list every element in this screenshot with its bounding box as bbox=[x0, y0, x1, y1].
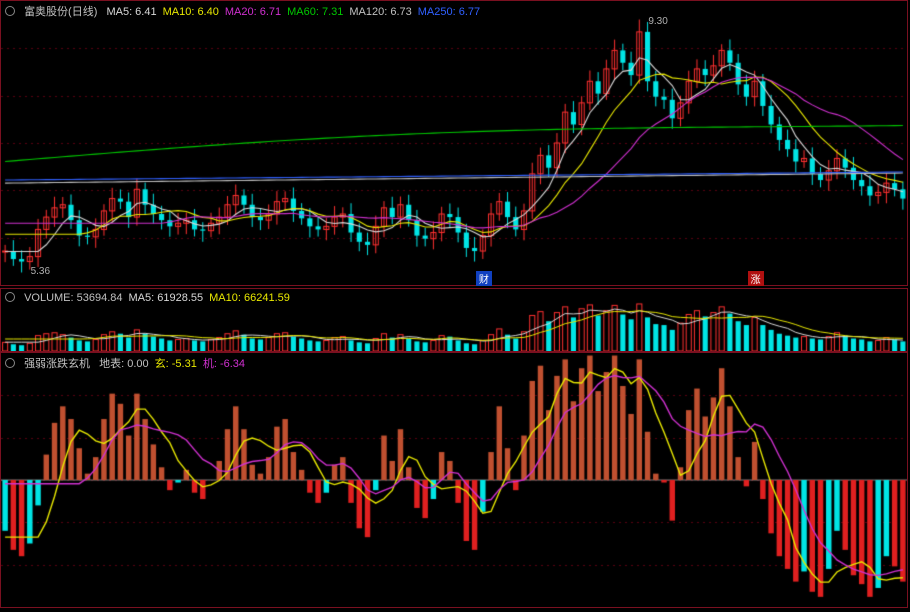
event-marker: 涨 bbox=[748, 271, 764, 286]
volume-header: VOLUME: 53694.84 MA5: 61928.55 MA10: 66241… bbox=[5, 291, 302, 304]
legend-item: MA120: 6.73 bbox=[349, 6, 411, 18]
high-price-label: 9.30 bbox=[645, 16, 670, 27]
indicator-panel[interactable]: 强弱涨跌玄机 地表: 0.00 玄: -5.31 机: -6.34 bbox=[0, 352, 908, 608]
price-chart-panel[interactable]: 富奥股份(日线) MA5: 6.41 MA10: 6.40 MA20: 6.71 MA… bbox=[0, 0, 908, 286]
legend-item: 玄: -5.31 bbox=[155, 358, 197, 370]
gear-icon[interactable] bbox=[5, 292, 15, 302]
legend-item: 机: -6.34 bbox=[203, 358, 245, 370]
stock-title: 富奥股份(日线) bbox=[24, 6, 97, 18]
legend-item: MA10: 66241.59 bbox=[209, 292, 290, 304]
volume-panel[interactable]: VOLUME: 53694.84 MA5: 61928.55 MA10: 66241… bbox=[0, 288, 908, 352]
legend-item: VOLUME: 53694.84 bbox=[24, 292, 122, 304]
legend-item: MA5: 6.41 bbox=[106, 6, 156, 18]
indicator-canvas bbox=[1, 353, 907, 607]
indicator-title: 强弱涨跌玄机 bbox=[24, 358, 90, 370]
legend-item: 地表: 0.00 bbox=[99, 358, 149, 370]
indicator-header: 强弱涨跌玄机 地表: 0.00 玄: -5.31 机: -6.34 bbox=[5, 355, 257, 371]
legend-item: MA5: 61928.55 bbox=[129, 292, 204, 304]
event-marker: 财 bbox=[476, 271, 492, 286]
price-header: 富奥股份(日线) MA5: 6.41 MA10: 6.40 MA20: 6.71 MA… bbox=[5, 3, 492, 19]
gear-icon[interactable] bbox=[5, 358, 15, 368]
price-chart-canvas bbox=[1, 1, 907, 285]
legend-item: MA20: 6.71 bbox=[225, 6, 281, 18]
legend-item: MA60: 7.31 bbox=[287, 6, 343, 18]
gear-icon[interactable] bbox=[5, 6, 15, 16]
legend-item: MA250: 6.77 bbox=[418, 6, 480, 18]
legend-item: MA10: 6.40 bbox=[163, 6, 219, 18]
low-price-label: 5.36 bbox=[28, 266, 53, 277]
